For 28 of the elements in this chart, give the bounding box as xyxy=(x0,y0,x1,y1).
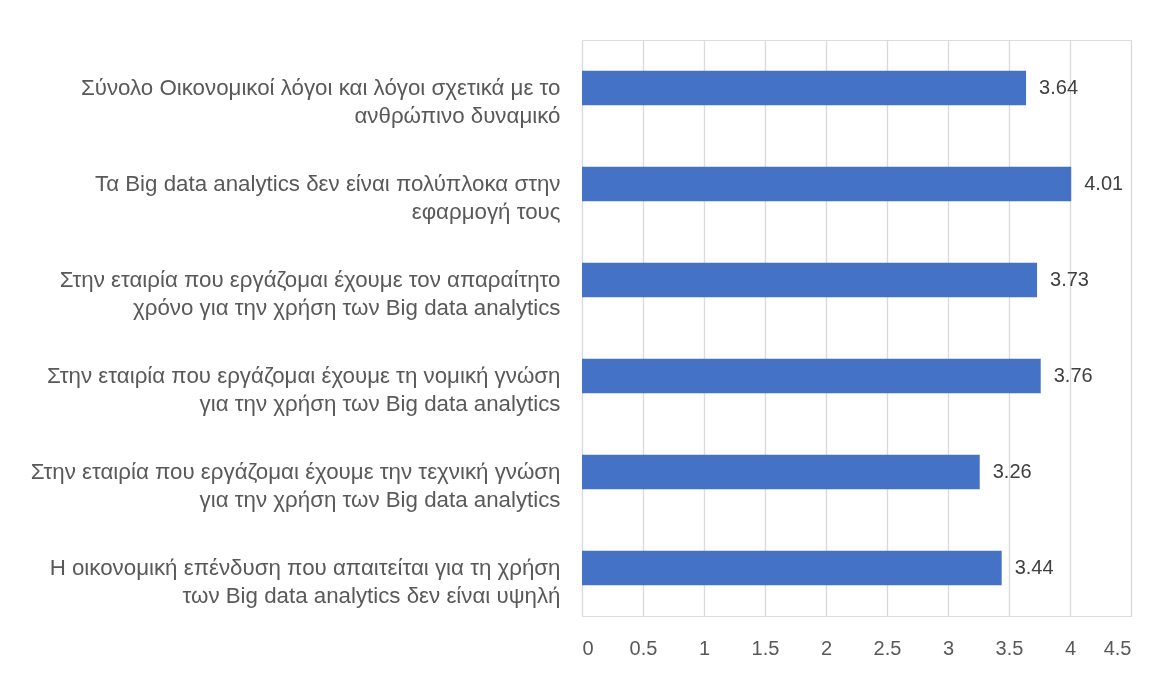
y-tick-label: Στην εταιρία που εργάζομαι έχουμε τον απαραίτητο χρόνο για την χρήση των Big data analytics xyxy=(59,267,561,320)
data-label: 3.26 xyxy=(992,460,1032,482)
bar xyxy=(582,166,1072,202)
data-label: 3.73 xyxy=(1050,268,1089,290)
y-tick-label: Στην εταιρία που εργάζομαι έχουμε την τεχνική γνώση για την χρήση των Big data analytics xyxy=(30,459,561,512)
y-tick-label: Η οικονομική επένδυση που απαιτείται για τη χρήση των Big data analytics δεν είναι υψηλή xyxy=(49,555,561,608)
x-tick-label: 0 xyxy=(582,636,594,659)
bar xyxy=(582,358,1041,394)
bar xyxy=(582,70,1027,106)
data-label: 4.01 xyxy=(1084,172,1124,194)
y-tick-label: Τα Big data analytics δεν είναι πολύπλοκα στην εφαρμογή τους xyxy=(94,171,561,224)
data-label: 3.44 xyxy=(1014,556,1054,578)
y-tick-label: Σύνολο Οικονομικοί λόγοι και λόγοι σχετικά με το ανθρώπινο δυναμικό xyxy=(80,75,561,128)
x-tick-label: 0.5 xyxy=(629,636,658,659)
y-tick-label: Στην εταιρία που εργάζομαι έχουμε τη νομική γνώση για την χρήση των Big data analytics xyxy=(47,363,561,416)
x-tick-label: 2.5 xyxy=(873,636,902,659)
data-label: 3.64 xyxy=(1039,76,1079,98)
x-tick-label: 1.5 xyxy=(751,636,780,659)
bar xyxy=(582,550,1002,586)
x-tick-label: 2 xyxy=(820,636,833,659)
x-tick-label: 1 xyxy=(698,636,711,659)
x-tick-label: 3.5 xyxy=(995,636,1024,659)
x-tick-label: 4.5 xyxy=(1103,636,1132,659)
bar xyxy=(582,262,1038,298)
bar xyxy=(582,454,980,490)
x-tick-label: 3 xyxy=(942,636,955,659)
data-label: 3.76 xyxy=(1053,364,1093,386)
x-tick-label: 4 xyxy=(1064,636,1077,659)
